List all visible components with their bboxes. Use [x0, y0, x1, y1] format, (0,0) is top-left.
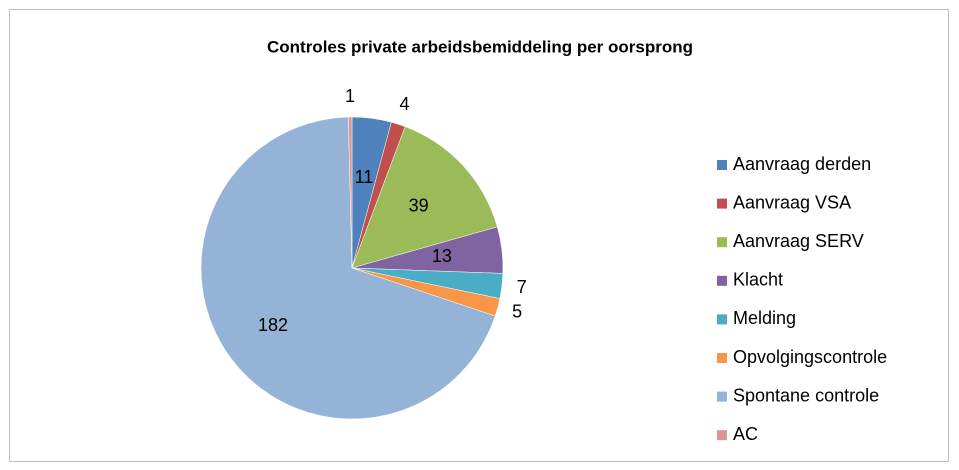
legend-label: Klacht	[733, 270, 783, 290]
data-label: 5	[512, 301, 522, 321]
legend-label: Aanvraag derden	[733, 154, 871, 174]
legend-label: Melding	[733, 308, 796, 328]
chart-title: Controles private arbeidsbemiddeling per…	[267, 37, 693, 56]
data-label: 1	[345, 86, 355, 106]
legend-swatch	[717, 391, 727, 402]
legend-label: Aanvraag SERV	[733, 231, 864, 251]
data-label: 39	[409, 195, 429, 215]
legend-swatch	[717, 430, 727, 441]
legend-swatch	[717, 198, 727, 209]
pie-slice	[351, 126, 498, 269]
legend-label: Spontane controle	[733, 385, 879, 405]
pie-slice	[200, 116, 496, 420]
legend-label: AC	[733, 424, 758, 444]
legend-swatch	[717, 237, 727, 248]
legend-swatch	[717, 160, 727, 170]
pie-slice	[348, 116, 353, 269]
legend-label: Opvolgingscontrole	[733, 347, 887, 367]
data-label: 13	[432, 246, 452, 266]
legend-swatch	[717, 314, 727, 325]
legend-swatch	[717, 275, 727, 286]
data-label: 7	[517, 277, 527, 297]
data-label: 11	[355, 167, 374, 187]
data-label: 182	[258, 315, 288, 335]
data-label: 4	[399, 94, 409, 114]
legend-swatch	[717, 353, 727, 363]
legend-label: Aanvraag VSA	[733, 192, 851, 212]
